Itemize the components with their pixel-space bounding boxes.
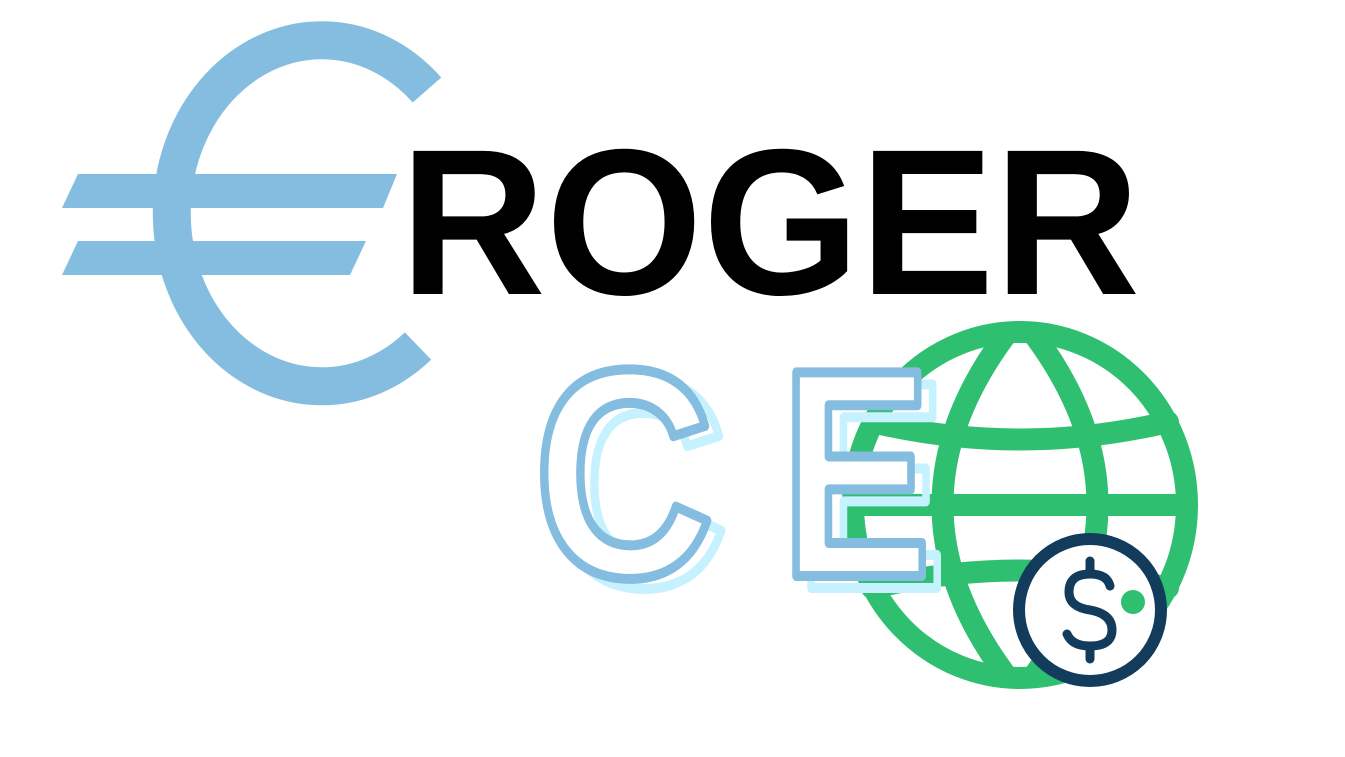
initial-e-outline: E: [781, 308, 931, 639]
initial-e-shadow: E: [796, 320, 946, 651]
wordmark: ROGER: [400, 107, 1140, 339]
initial-c-shadow: C: [548, 318, 728, 649]
euro-icon: [62, 21, 442, 406]
initial-e: E E: [776, 303, 951, 656]
initial-c: C C: [529, 303, 733, 654]
initial-c-outline: C: [534, 308, 714, 639]
dollar-coin-icon: [1013, 533, 1167, 687]
